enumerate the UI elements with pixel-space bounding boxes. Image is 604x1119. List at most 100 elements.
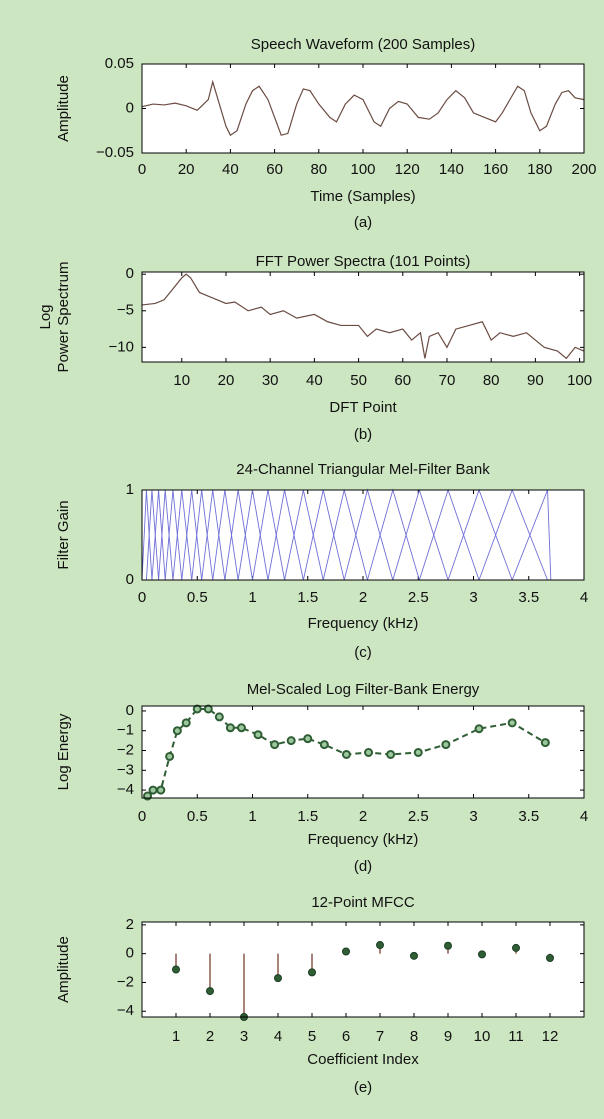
plot-frame (141, 489, 585, 581)
data-point (236, 723, 246, 733)
data-point (286, 736, 296, 746)
stem-marker (308, 968, 316, 977)
y-tick-label: 0 (126, 945, 134, 962)
stem-marker (444, 941, 452, 950)
data-point (303, 734, 313, 744)
y-axis-label: Log Energy (55, 713, 72, 790)
caption: (c) (354, 644, 372, 661)
stem-marker (172, 965, 180, 974)
x-tick-label: 40 (306, 372, 323, 389)
x-tick-label: 4 (580, 808, 588, 825)
chart-title: 24-Channel Triangular Mel-Filter Bank (236, 461, 490, 478)
y-tick-label: 0.05 (105, 55, 134, 72)
x-tick-label: 1.5 (297, 808, 318, 825)
y-tick-label: 0 (126, 702, 134, 719)
stem-marker (546, 953, 554, 962)
stem-marker (478, 950, 486, 959)
x-axis-label: Frequency (kHz) (308, 615, 419, 632)
data-point (386, 749, 396, 759)
stem-marker (206, 987, 214, 996)
y-axis-label: Log (37, 304, 54, 329)
x-axis-label: Frequency (kHz) (308, 831, 419, 848)
x-tick-label: 4 (274, 1028, 282, 1045)
y-tick-label: −10 (109, 338, 134, 355)
plot-area (142, 490, 584, 580)
x-tick-label: 11 (508, 1028, 524, 1045)
y-tick-label: −2 (117, 973, 134, 990)
x-tick-label: 2.5 (408, 589, 429, 606)
x-axis-label: Coefficient Index (307, 1051, 419, 1068)
data-point (441, 740, 451, 750)
x-tick-label: 0 (138, 808, 146, 825)
data-point (341, 749, 351, 759)
x-tick-label: 2 (206, 1028, 214, 1045)
x-tick-label: 70 (439, 372, 456, 389)
data-point (203, 704, 213, 714)
x-axis-label: DFT Point (329, 399, 397, 416)
caption: (d) (354, 858, 372, 875)
data-point (172, 726, 182, 736)
y-axis-label: Amplitude (55, 936, 72, 1003)
x-tick-label: 160 (483, 161, 508, 178)
x-tick-label: 100 (567, 372, 592, 389)
y-tick-label: 0 (126, 265, 134, 282)
plot-area (142, 64, 584, 153)
x-tick-label: 60 (394, 372, 411, 389)
y-axis-label: Filter Gain (55, 500, 72, 569)
x-tick-label: 0.5 (187, 589, 208, 606)
x-tick-label: 9 (444, 1028, 452, 1045)
x-tick-label: 100 (350, 161, 375, 178)
stem-marker (410, 951, 418, 960)
plot-area (142, 706, 584, 798)
data-point (253, 730, 263, 740)
caption: (b) (354, 426, 372, 443)
y-tick-label: −0.05 (96, 144, 134, 161)
data-point (507, 718, 517, 728)
data-point (156, 785, 166, 795)
chart-title: FFT Power Spectra (101 Points) (256, 253, 471, 270)
plot-frame (141, 63, 585, 154)
x-tick-label: 8 (410, 1028, 418, 1045)
x-tick-label: 50 (350, 372, 367, 389)
chart-title: 12-Point MFCC (311, 894, 415, 911)
data-point (225, 723, 235, 733)
x-tick-label: 3 (469, 589, 477, 606)
x-tick-label: 90 (527, 372, 544, 389)
x-tick-label: 180 (527, 161, 552, 178)
y-tick-label: 2 (126, 916, 134, 933)
chart-title: Mel-Scaled Log Filter-Bank Energy (247, 681, 480, 698)
x-tick-label: 3.5 (518, 808, 539, 825)
chart-title: Speech Waveform (200 Samples) (251, 36, 476, 53)
y-tick-label: −5 (117, 302, 134, 319)
x-tick-label: 20 (178, 161, 195, 178)
data-line (141, 79, 585, 137)
x-axis-label: Time (Samples) (310, 188, 415, 205)
caption: (e) (354, 1079, 372, 1096)
x-tick-label: 10 (474, 1028, 491, 1045)
stem-marker (342, 947, 350, 956)
y-tick-label: −3 (117, 761, 134, 778)
x-tick-label: 1 (248, 589, 256, 606)
x-tick-label: 10 (173, 372, 190, 389)
x-tick-label: 3 (469, 808, 477, 825)
data-point (165, 751, 175, 761)
x-tick-label: 0 (138, 589, 146, 606)
x-tick-label: 1 (248, 808, 256, 825)
caption: (a) (354, 214, 372, 231)
x-tick-label: 6 (342, 1028, 350, 1045)
x-tick-label: 200 (571, 161, 596, 178)
x-tick-label: 0 (138, 161, 146, 178)
y-tick-label: 0 (126, 99, 134, 116)
data-point (192, 704, 202, 714)
x-tick-label: 3.5 (518, 589, 539, 606)
x-tick-label: 80 (483, 372, 500, 389)
data-line (141, 273, 585, 360)
x-tick-label: 7 (376, 1028, 384, 1045)
x-tick-label: 2.5 (408, 808, 429, 825)
x-tick-label: 2 (359, 589, 367, 606)
data-point (270, 740, 280, 750)
data-point (181, 718, 191, 728)
plot-frame (141, 271, 585, 363)
x-tick-label: 5 (308, 1028, 316, 1045)
